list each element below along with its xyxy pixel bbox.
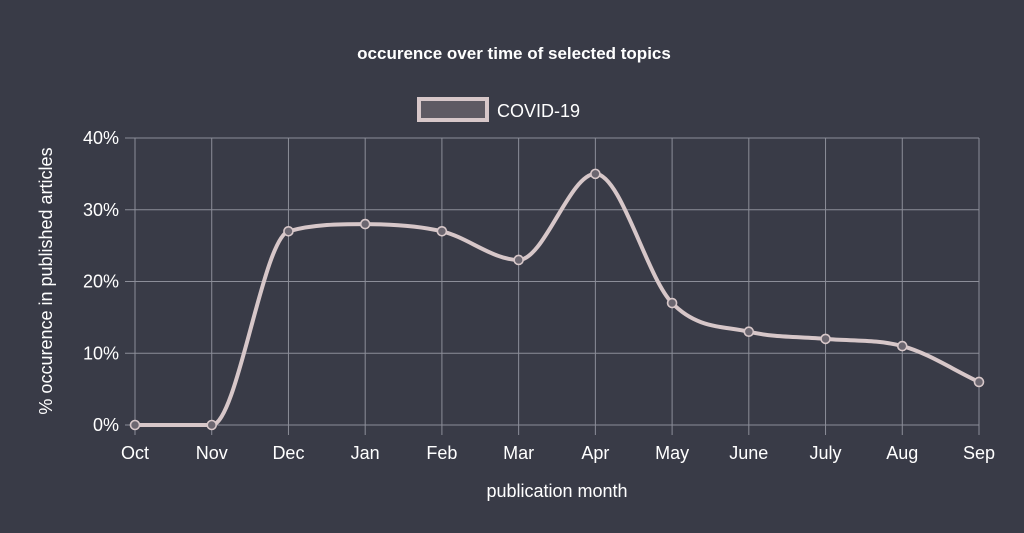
data-point-nov[interactable] xyxy=(206,419,218,431)
series-group xyxy=(129,168,985,431)
data-point-mar[interactable] xyxy=(513,254,524,266)
data-point-jan[interactable] xyxy=(359,218,371,230)
data-point-sep[interactable] xyxy=(973,376,985,388)
data-point-aug[interactable] xyxy=(896,340,908,352)
x-tick-label: Sep xyxy=(963,443,995,463)
x-tick-label: Apr xyxy=(581,443,609,463)
y-tick-label: 10% xyxy=(83,343,119,363)
x-tick-label: June xyxy=(729,443,768,463)
data-point-feb[interactable] xyxy=(436,225,448,237)
data-point-june[interactable] xyxy=(743,326,755,338)
legend-swatch-covid-19 xyxy=(417,97,489,122)
x-tick-label: July xyxy=(810,443,842,463)
data-point-apr[interactable] xyxy=(590,168,601,180)
chart-title: occurence over time of selected topics xyxy=(357,44,671,63)
x-tick-label: Oct xyxy=(121,443,149,463)
x-tick-label: Dec xyxy=(272,443,304,463)
y-tick-label: 30% xyxy=(83,200,119,220)
y-tick-label: 0% xyxy=(93,415,119,435)
y-tick-label: 40% xyxy=(83,128,119,148)
data-point-dec[interactable] xyxy=(283,225,294,237)
data-point-oct[interactable] xyxy=(129,419,141,431)
y-axis-ticks: 0% 10% 20% 30% 40% xyxy=(83,128,119,435)
x-tick-label: Mar xyxy=(503,443,534,463)
legend[interactable]: COVID-19 xyxy=(417,97,580,122)
x-axis-ticks: Oct Nov Dec Jan Feb Mar Apr May June July Aug Sep xyxy=(121,443,995,463)
y-tick-label: 20% xyxy=(83,272,119,292)
legend-label-covid-19: COVID-19 xyxy=(497,101,580,121)
x-tick-label: Aug xyxy=(886,443,918,463)
series-line-covid-19 xyxy=(133,171,981,428)
grid xyxy=(125,137,980,435)
x-tick-label: May xyxy=(655,443,689,463)
x-tick-label: Nov xyxy=(196,443,228,463)
data-point-may[interactable] xyxy=(666,297,678,309)
data-point-july[interactable] xyxy=(820,333,831,345)
y-axis-label: % occurence in published articles xyxy=(36,147,56,414)
x-tick-label: Feb xyxy=(426,443,457,463)
x-axis-label: publication month xyxy=(486,481,627,501)
x-tick-label: Jan xyxy=(351,443,380,463)
